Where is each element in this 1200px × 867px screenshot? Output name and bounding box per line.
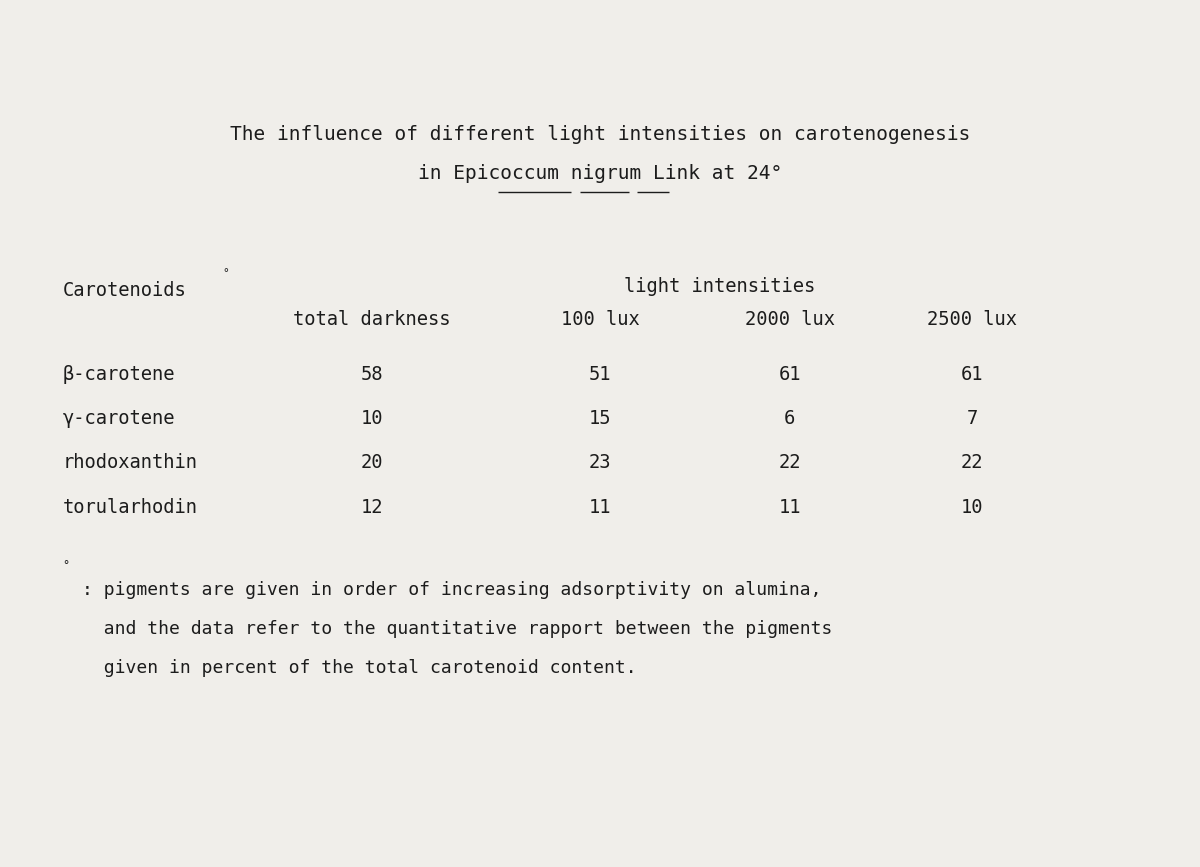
Text: 2000 lux: 2000 lux bbox=[744, 310, 835, 329]
Text: 23: 23 bbox=[589, 453, 611, 473]
Text: 7: 7 bbox=[966, 409, 978, 428]
Text: 11: 11 bbox=[779, 498, 800, 517]
Text: total darkness: total darkness bbox=[293, 310, 451, 329]
Text: Carotenoids: Carotenoids bbox=[62, 281, 186, 300]
Text: 22: 22 bbox=[961, 453, 983, 473]
Text: 10: 10 bbox=[361, 409, 383, 428]
Text: 61: 61 bbox=[961, 365, 983, 384]
Text: °: ° bbox=[62, 559, 70, 571]
Text: in Epicoccum nigrum Link at 24°: in Epicoccum nigrum Link at 24° bbox=[418, 164, 782, 183]
Text: 22: 22 bbox=[779, 453, 800, 473]
Text: light intensities: light intensities bbox=[624, 277, 816, 296]
Text: 51: 51 bbox=[589, 365, 611, 384]
Text: : pigments are given in order of increasing adsorptivity on alumina,: : pigments are given in order of increas… bbox=[82, 581, 821, 599]
Text: 100 lux: 100 lux bbox=[560, 310, 640, 329]
Text: and the data refer to the quantitative rapport between the pigments: and the data refer to the quantitative r… bbox=[82, 620, 832, 638]
Text: γ-carotene: γ-carotene bbox=[62, 409, 175, 428]
Text: rhodoxanthin: rhodoxanthin bbox=[62, 453, 197, 473]
Text: °: ° bbox=[222, 268, 229, 278]
Text: 6: 6 bbox=[784, 409, 796, 428]
Text: 61: 61 bbox=[779, 365, 800, 384]
Text: 20: 20 bbox=[361, 453, 383, 473]
Text: β-carotene: β-carotene bbox=[62, 365, 175, 384]
Text: 2500 lux: 2500 lux bbox=[928, 310, 1018, 329]
Text: given in percent of the total carotenoid content.: given in percent of the total carotenoid… bbox=[82, 659, 636, 677]
Text: 12: 12 bbox=[361, 498, 383, 517]
Text: 15: 15 bbox=[589, 409, 611, 428]
Text: 10: 10 bbox=[961, 498, 983, 517]
Text: 58: 58 bbox=[361, 365, 383, 384]
Text: The influence of different light intensities on carotenogenesis: The influence of different light intensi… bbox=[230, 125, 970, 144]
Text: 11: 11 bbox=[589, 498, 611, 517]
Text: torularhodin: torularhodin bbox=[62, 498, 197, 517]
